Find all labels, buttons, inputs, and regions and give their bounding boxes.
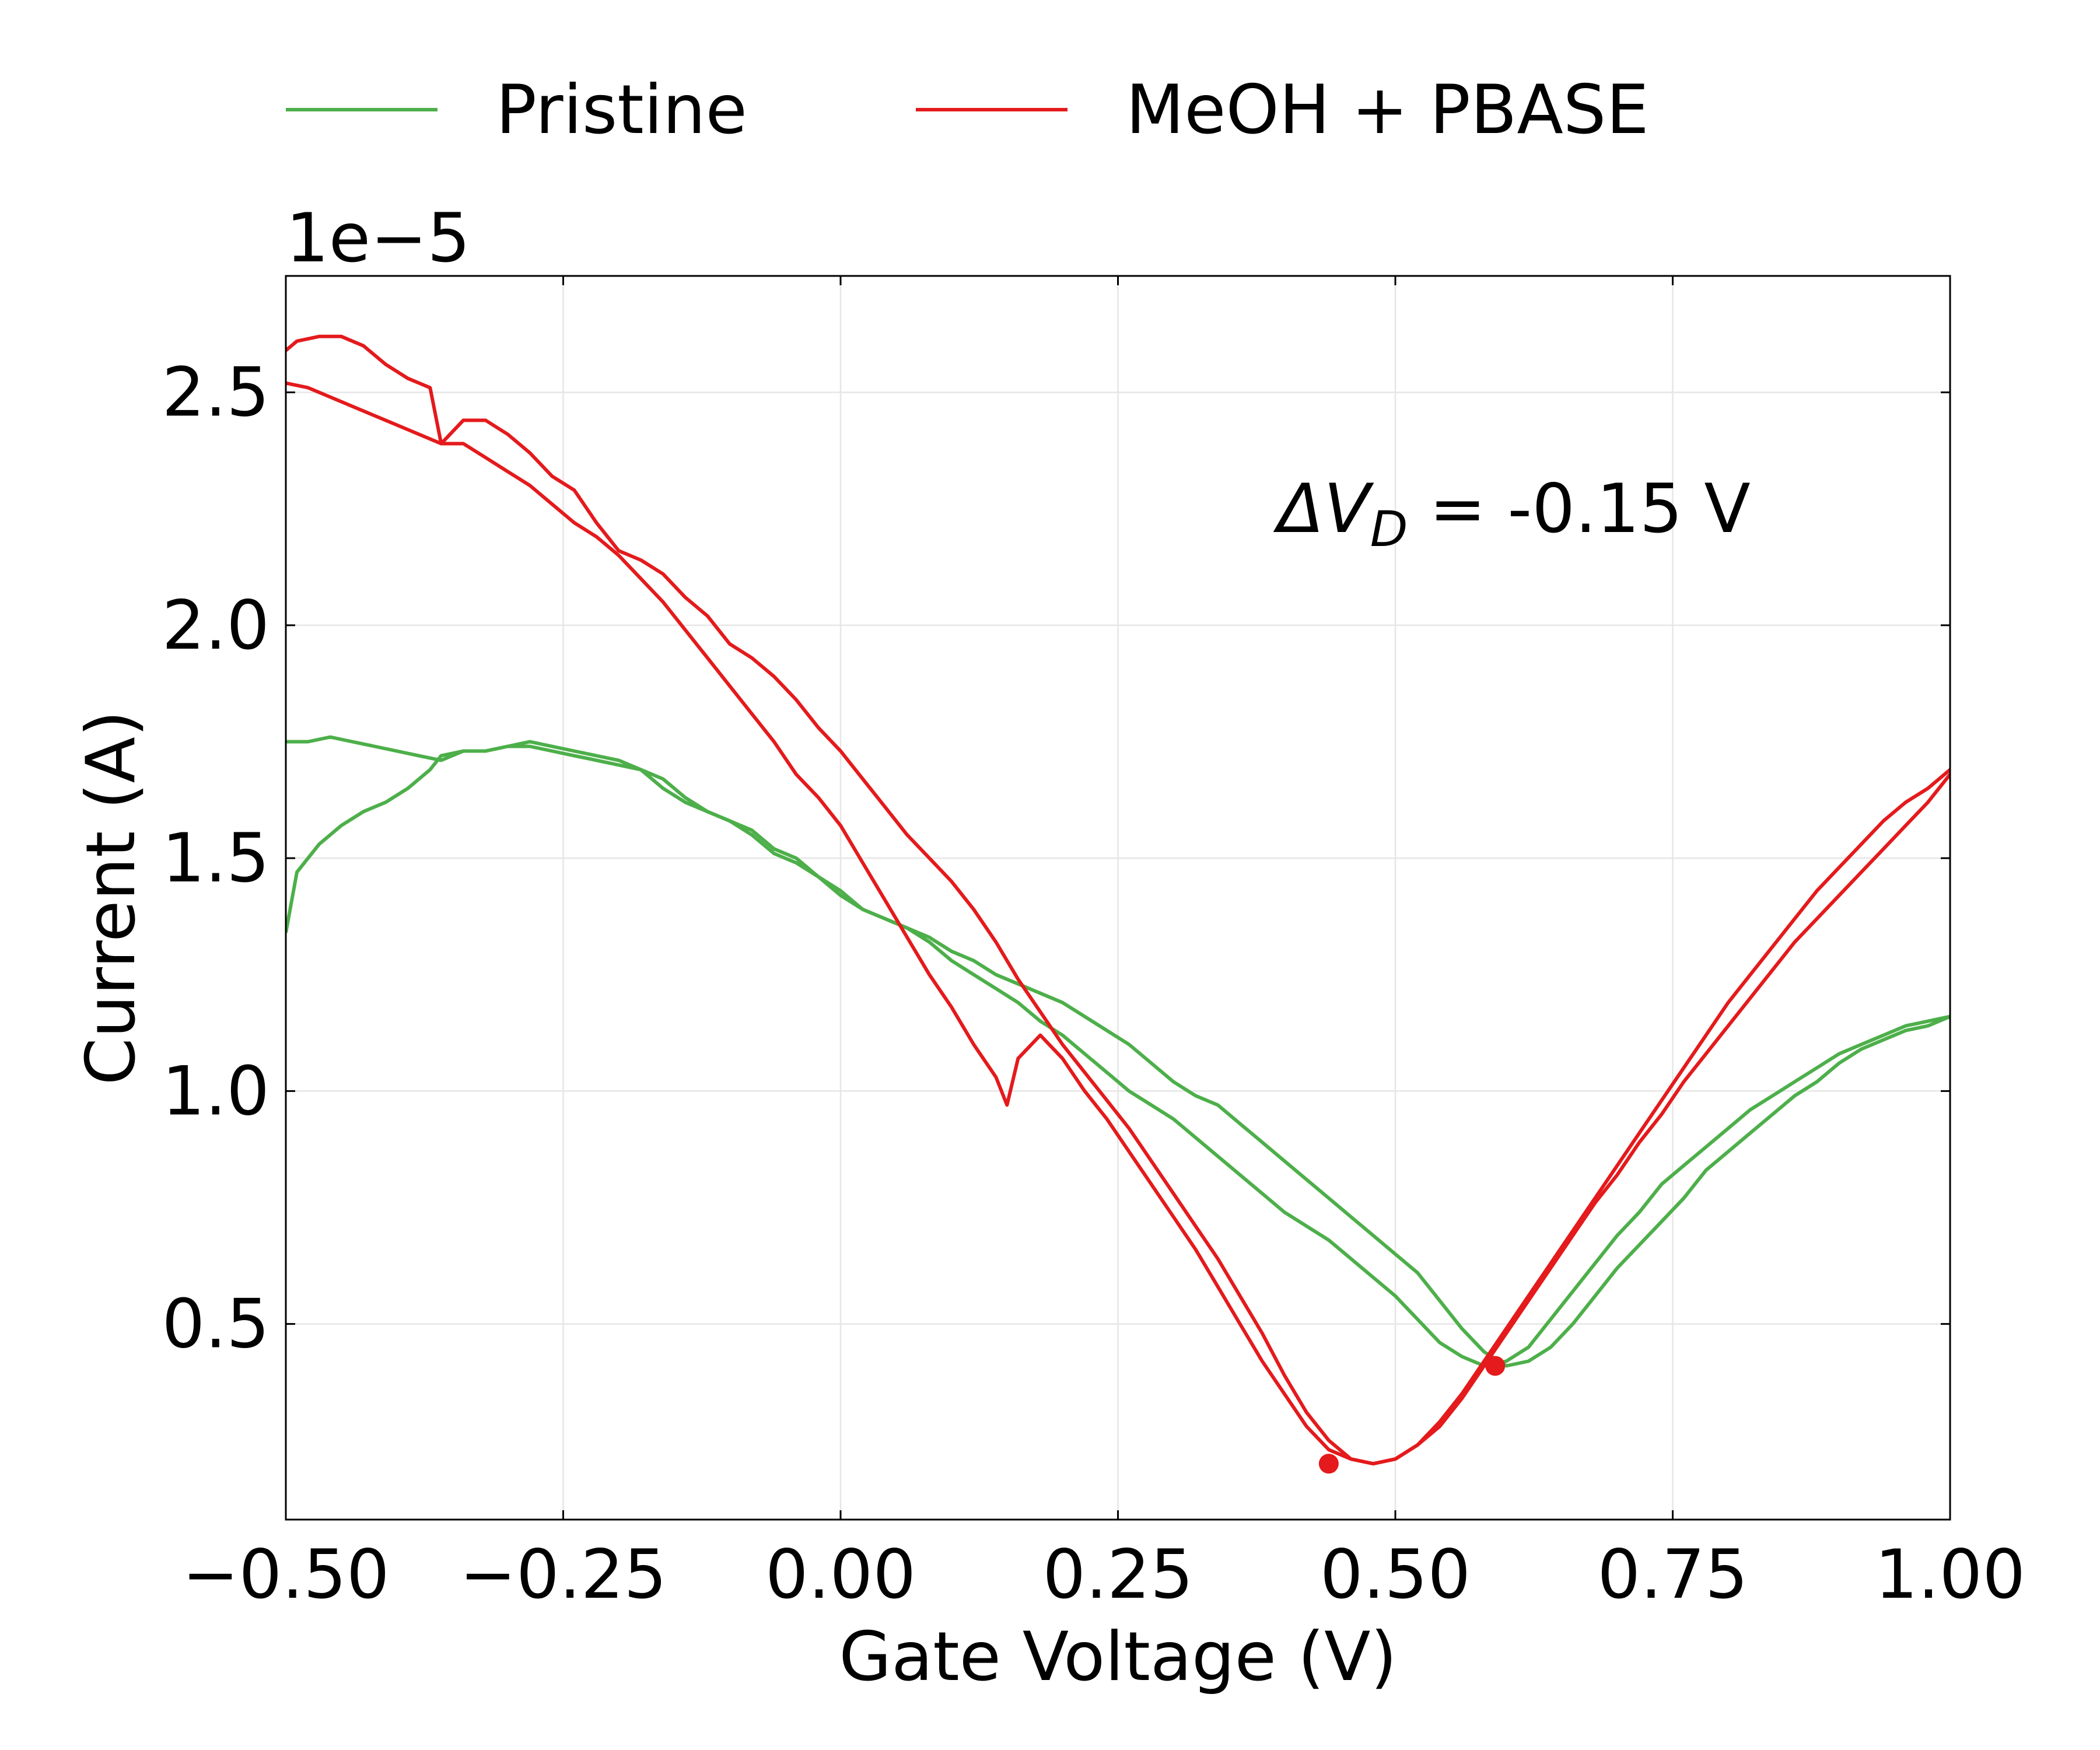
annotation-prefix: ΔV	[1273, 470, 1374, 548]
series-1-forward-line	[286, 334, 1950, 1466]
x-tick-label-0: −0.50	[182, 1535, 389, 1614]
legend-label-1: MeOH + PBASE	[1126, 71, 1649, 149]
y-offset-label: 1e−5	[286, 199, 470, 278]
y-tick-label-0: 0.5	[162, 1285, 270, 1364]
grid	[285, 276, 1951, 1520]
delta-vd-annotation: ΔVD = -0.15 V	[1273, 470, 1751, 558]
series-lines	[286, 334, 1950, 1466]
x-tick-label-2: 0.00	[765, 1535, 916, 1614]
legend: Pristine MeOH + PBASE	[286, 71, 1649, 149]
y-tick-label-3: 2.0	[162, 586, 270, 665]
y-tick-label-4: 2.5	[162, 354, 270, 432]
dirac-points	[1318, 1356, 1506, 1474]
annotation-value: = -0.15 V	[1408, 470, 1750, 548]
series-0-forward-line	[286, 740, 1950, 1368]
x-tick-label-4: 0.50	[1320, 1535, 1471, 1614]
x-tick-label-1: −0.25	[460, 1535, 667, 1614]
dirac-point-1	[1485, 1356, 1506, 1376]
y-tick-label-1: 1.0	[162, 1052, 270, 1130]
annotation-subscript: D	[1370, 501, 1408, 558]
x-tick-label-3: 0.25	[1042, 1535, 1193, 1614]
series-1-reverse-line	[286, 381, 1950, 1466]
series-0-reverse-line	[286, 735, 1950, 1368]
y-axis-label: Current (A)	[72, 710, 150, 1085]
y-tick-label-2: 1.5	[162, 819, 270, 898]
x-tick-label-6: 1.00	[1875, 1535, 2025, 1614]
legend-label-0: Pristine	[496, 71, 747, 149]
x-axis-label: Gate Voltage (V)	[839, 1618, 1397, 1696]
dirac-point-0	[1318, 1454, 1339, 1474]
axis-ticks: −0.50 −0.25 0.00 0.25 0.50 0.75 1.00 0.5 1.0 1.5 2…	[162, 276, 2025, 1614]
x-tick-label-5: 0.75	[1597, 1535, 1748, 1614]
